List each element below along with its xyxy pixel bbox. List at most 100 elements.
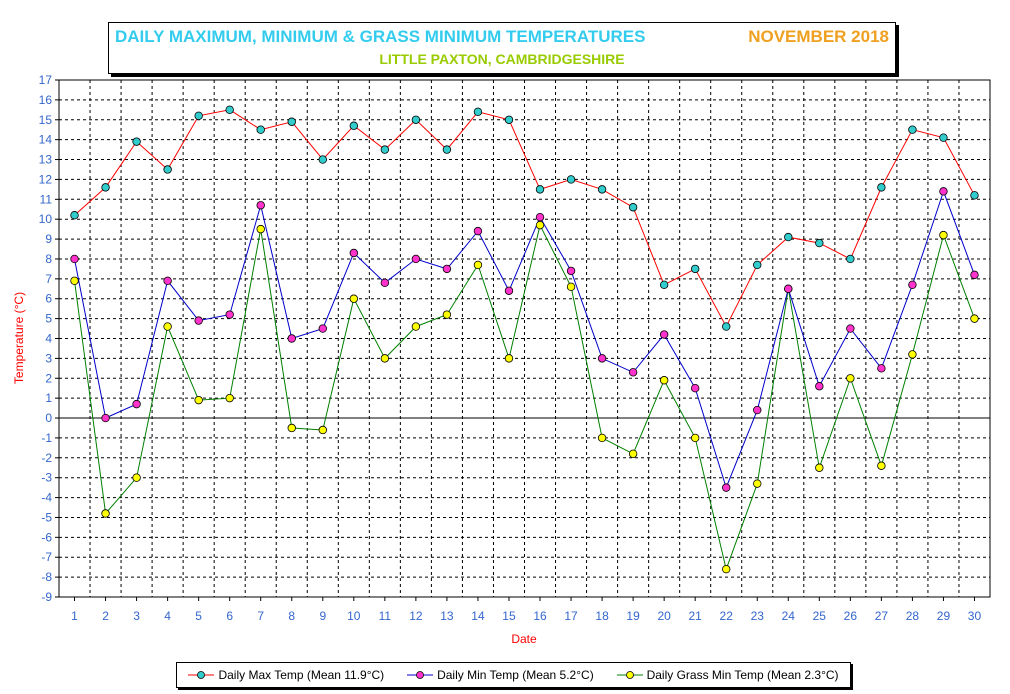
y-tick-label: 10 bbox=[39, 212, 53, 226]
point-grass bbox=[349, 294, 359, 303]
y-tick-label: -6 bbox=[41, 530, 52, 544]
point-min bbox=[256, 201, 265, 210]
point-max bbox=[194, 111, 203, 120]
point-grass bbox=[504, 354, 514, 363]
x-tick-label: 22 bbox=[720, 609, 734, 623]
point-min bbox=[101, 413, 110, 423]
x-tick-label: 19 bbox=[626, 609, 640, 623]
y-tick-label: 7 bbox=[45, 272, 52, 286]
y-tick-label: 11 bbox=[40, 192, 53, 206]
point-grass bbox=[70, 276, 79, 286]
point-max bbox=[132, 137, 141, 146]
point-min bbox=[970, 270, 979, 280]
y-tick-label: 5 bbox=[45, 312, 52, 326]
x-tick-label: 7 bbox=[257, 609, 264, 623]
point-grass bbox=[473, 260, 483, 270]
x-tick-label: 26 bbox=[844, 609, 858, 623]
legend-swatch-max bbox=[188, 671, 215, 679]
point-max bbox=[659, 280, 669, 290]
point-grass bbox=[908, 350, 917, 359]
point-max bbox=[815, 238, 824, 248]
point-min bbox=[225, 310, 234, 319]
point-max bbox=[690, 264, 700, 274]
point-max bbox=[380, 145, 390, 154]
point-max bbox=[442, 145, 452, 154]
y-tick-label: -2 bbox=[41, 451, 52, 465]
point-max bbox=[722, 322, 731, 331]
x-axis-title: Date bbox=[511, 632, 537, 646]
point-grass bbox=[846, 374, 855, 383]
point-max bbox=[225, 105, 234, 115]
x-tick-label: 12 bbox=[409, 609, 423, 623]
point-min bbox=[287, 334, 296, 343]
legend-label-min: Daily Min Temp (Mean 5.2°C) bbox=[437, 668, 594, 682]
x-tick-label: 24 bbox=[782, 609, 796, 623]
y-tick-label: -1 bbox=[41, 431, 52, 445]
x-tick-label: 25 bbox=[813, 609, 827, 623]
point-max bbox=[163, 165, 172, 174]
y-tick-label: 16 bbox=[39, 93, 53, 107]
y-tick-label: -9 bbox=[41, 590, 52, 604]
point-max bbox=[939, 133, 948, 142]
series-line-min bbox=[74, 189, 975, 490]
x-tick-label: 10 bbox=[347, 609, 361, 623]
y-tick-label: 14 bbox=[39, 133, 53, 147]
point-min bbox=[442, 264, 452, 274]
x-tick-label: 28 bbox=[906, 609, 920, 623]
y-axis-title: Temperature (°C) bbox=[12, 292, 26, 384]
y-tick-label: 8 bbox=[45, 252, 52, 266]
point-grass bbox=[132, 473, 141, 482]
point-max bbox=[628, 203, 638, 212]
point-grass bbox=[225, 393, 234, 403]
point-grass bbox=[380, 354, 390, 363]
point-grass bbox=[659, 376, 669, 385]
grid-lines bbox=[59, 80, 990, 597]
y-tick-label: 15 bbox=[39, 113, 53, 127]
x-tick-label: 21 bbox=[689, 609, 703, 623]
point-grass bbox=[815, 463, 824, 472]
point-grass bbox=[163, 322, 172, 331]
point-grass bbox=[566, 282, 576, 291]
x-tick-label: 3 bbox=[133, 609, 140, 623]
x-tick-label: 13 bbox=[440, 609, 454, 623]
point-min bbox=[784, 284, 793, 293]
series-line-grass bbox=[74, 223, 975, 571]
point-max bbox=[970, 191, 979, 200]
x-tick-labels: 1 2 3 4 5 6 7 8 9 10 11 12 13 14 15 16 17 18 19 20 21 22 23 24 2… bbox=[71, 609, 981, 623]
point-max bbox=[504, 115, 514, 124]
x-tick-label: 1 bbox=[71, 609, 78, 623]
x-tick-label: 4 bbox=[164, 609, 171, 623]
point-min bbox=[380, 278, 390, 288]
point-grass bbox=[318, 425, 327, 435]
point-grass bbox=[597, 433, 607, 443]
point-max bbox=[877, 183, 886, 192]
point-grass bbox=[877, 461, 886, 470]
series-markers bbox=[70, 105, 979, 574]
x-tick-label: 20 bbox=[657, 609, 671, 623]
chart-period: NOVEMBER 2018 bbox=[748, 27, 889, 46]
x-tick-label: 18 bbox=[595, 609, 609, 623]
y-tick-label: 1 bbox=[45, 391, 52, 405]
y-tick-label: 2 bbox=[45, 371, 52, 385]
y-tick-label: 17 bbox=[39, 73, 53, 87]
point-grass bbox=[753, 479, 762, 488]
y-tick-label: -4 bbox=[41, 491, 52, 505]
y-tick-label: -5 bbox=[41, 510, 52, 524]
point-grass bbox=[256, 224, 265, 234]
y-tick-label: 3 bbox=[45, 351, 52, 365]
point-min bbox=[535, 213, 545, 222]
point-grass bbox=[690, 433, 700, 443]
x-tick-label: 14 bbox=[471, 609, 485, 623]
point-max bbox=[70, 211, 79, 220]
x-tick-label: 15 bbox=[502, 609, 516, 623]
point-max bbox=[256, 125, 265, 134]
point-min bbox=[597, 354, 607, 363]
point-min bbox=[628, 368, 638, 377]
legend-label-grass: Daily Grass Min Temp (Mean 2.3°C) bbox=[646, 668, 839, 682]
point-min bbox=[846, 324, 855, 333]
point-grass bbox=[722, 564, 731, 574]
x-tick-label: 30 bbox=[968, 609, 982, 623]
x-tick-label: 2 bbox=[102, 609, 109, 623]
x-tick-label: 5 bbox=[195, 609, 202, 623]
point-max bbox=[784, 232, 793, 242]
